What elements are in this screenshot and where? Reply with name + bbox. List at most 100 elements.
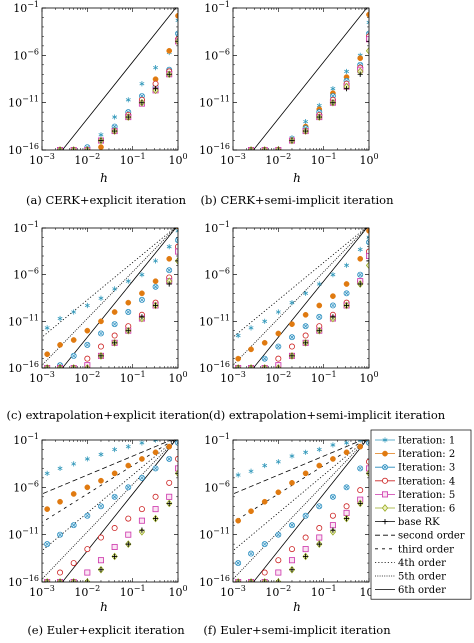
x-tick-label: 10−2 (74, 370, 100, 385)
reference-line-4th-order (42, 228, 176, 338)
y-tick-label: 10−6 (13, 47, 39, 62)
data-point (125, 462, 132, 469)
reference-line-6th-order (61, 228, 177, 368)
data-point (125, 444, 131, 450)
legend-label: Iteration: 6 (398, 504, 455, 515)
y-tick-label: 10−6 (13, 267, 39, 282)
data-point (303, 553, 309, 560)
y-tick-label: 10−16 (199, 574, 230, 589)
series-iteration-5 (44, 248, 178, 368)
legend-item: third order (375, 544, 454, 555)
x-tick-label: 10−3 (29, 152, 55, 167)
data-point (261, 541, 268, 548)
data-point (365, 261, 369, 270)
data-point (235, 472, 241, 478)
series-iteration-6 (247, 46, 369, 150)
y-tick-label: 10−11 (199, 527, 230, 542)
marker-cross (289, 523, 295, 528)
data-point (153, 258, 159, 264)
x-tick-label: 10−2 (265, 370, 291, 385)
data-point (289, 567, 295, 573)
data-point (262, 365, 268, 368)
series-iteration-4 (235, 248, 369, 368)
data-point (125, 328, 131, 334)
series-iteration-2 (44, 228, 178, 358)
data-point (44, 541, 51, 548)
legend-item: Iteration: 1 (375, 436, 455, 447)
data-point (98, 567, 104, 573)
data-point (248, 325, 254, 331)
data-point (343, 86, 350, 92)
data-point (57, 147, 63, 150)
data-point (289, 353, 295, 359)
reference-lines (233, 440, 368, 582)
data-point (275, 343, 282, 350)
data-point (248, 508, 254, 515)
data-point (316, 281, 322, 287)
data-point (330, 527, 336, 533)
data-point (84, 569, 91, 576)
legend-marker (382, 450, 388, 457)
data-point (248, 147, 254, 150)
data-point (262, 462, 268, 469)
y-tick-label: 10−16 (8, 574, 39, 589)
data-point (139, 272, 145, 278)
data-point (139, 456, 145, 462)
series-iteration-1 (235, 440, 363, 478)
data-point (248, 365, 254, 368)
data-point (262, 318, 268, 324)
panel-caption: (e) Euler+explicit iteration (27, 623, 185, 637)
data-point (302, 512, 309, 519)
data-point (288, 546, 295, 553)
data-point (166, 493, 173, 500)
marker-cross (139, 297, 144, 302)
data-point (125, 541, 131, 547)
data-point (235, 517, 242, 524)
data-point (275, 489, 282, 496)
series-iteration-6 (56, 37, 178, 150)
marker-cross (330, 494, 335, 499)
y-tick-label: 10−11 (8, 527, 39, 542)
marker-cross (358, 466, 363, 471)
data-point (84, 579, 90, 582)
series-iteration-4 (44, 455, 178, 582)
data-point (248, 550, 254, 557)
y-tick-label: 10−1 (13, 0, 39, 15)
marker-cross (262, 356, 267, 361)
legend-label: 4th order (398, 558, 446, 569)
reference-lines (252, 8, 368, 150)
legend: Iteration: 1 Iteration: 2 Iteration: 3 Iter… (370, 429, 472, 600)
marker-cross (276, 532, 281, 537)
data-point (329, 522, 336, 529)
data-point (365, 46, 369, 55)
marker-cross (303, 324, 308, 329)
y-tick-label: 10−6 (204, 267, 230, 282)
x-tick-label: 10−2 (265, 584, 291, 599)
series-iteration-6 (44, 257, 178, 368)
data-point (316, 114, 322, 120)
data-point (84, 341, 91, 348)
data-point (235, 355, 242, 362)
panel-caption: (a) CERK+explicit iteration (26, 193, 187, 207)
data-point (343, 281, 350, 287)
reference-line-6th-order (61, 440, 177, 582)
data-point (153, 440, 159, 443)
data-point (289, 300, 295, 306)
x-tick-label: 100 (168, 584, 187, 599)
data-point (44, 470, 50, 476)
data-point (97, 534, 104, 541)
data-point (71, 365, 77, 368)
data-point (316, 302, 323, 309)
data-point (235, 579, 241, 582)
reference-lines (61, 8, 177, 150)
data-point (175, 258, 178, 264)
series-base-rk (44, 258, 178, 368)
marker-cross (98, 331, 104, 336)
data-point (138, 296, 145, 303)
data-point (57, 498, 63, 505)
marker-cross (366, 440, 369, 445)
data-point (71, 461, 77, 467)
x-tick-label: 100 (168, 370, 187, 385)
y-tick-label: 10−16 (199, 142, 230, 157)
data-point (138, 517, 145, 524)
